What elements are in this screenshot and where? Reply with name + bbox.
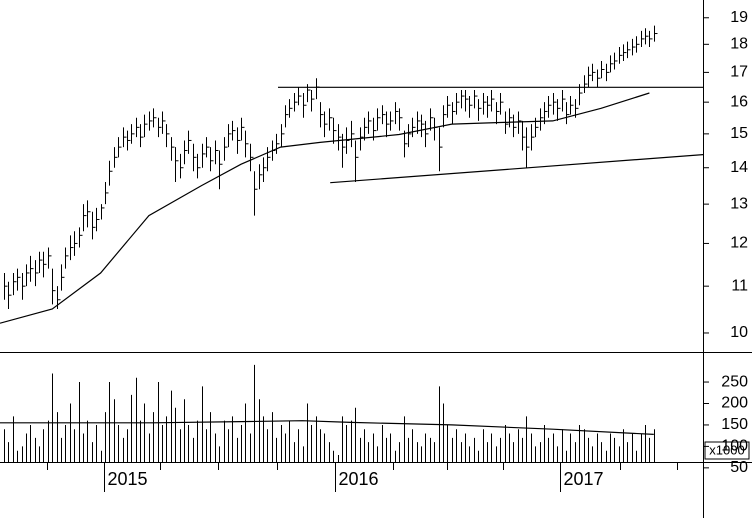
x-tick-label: 2017 <box>564 469 604 489</box>
y-tick-label: 13 <box>730 195 748 212</box>
y-tick-label: 16 <box>730 93 748 110</box>
y-tick-label: 14 <box>730 159 748 176</box>
x-tick-label: 2016 <box>339 469 379 489</box>
y-tick-label: 250 <box>721 373 748 390</box>
trend-line <box>330 154 704 184</box>
y-tick-label: 50 <box>730 459 748 476</box>
y-tick-label: 19 <box>730 9 748 26</box>
y-tick-label: 18 <box>730 36 748 53</box>
x-tick-label: 2015 <box>108 469 148 489</box>
y-tick-label: 150 <box>721 416 748 433</box>
y-tick-label: 100 <box>721 438 748 455</box>
y-tick-label: 11 <box>731 277 748 294</box>
volume-bars <box>0 364 655 462</box>
unit-box <box>704 441 750 460</box>
moving-average <box>0 92 650 324</box>
y-tick-label: 15 <box>730 125 748 142</box>
volume-average <box>0 420 654 435</box>
y-tick-label: 200 <box>721 395 748 412</box>
y-tick-label: 10 <box>730 324 748 341</box>
y-tick-label: 17 <box>730 64 748 81</box>
y-tick-label: 12 <box>730 235 748 252</box>
volume-unit: x1000 <box>709 442 744 457</box>
